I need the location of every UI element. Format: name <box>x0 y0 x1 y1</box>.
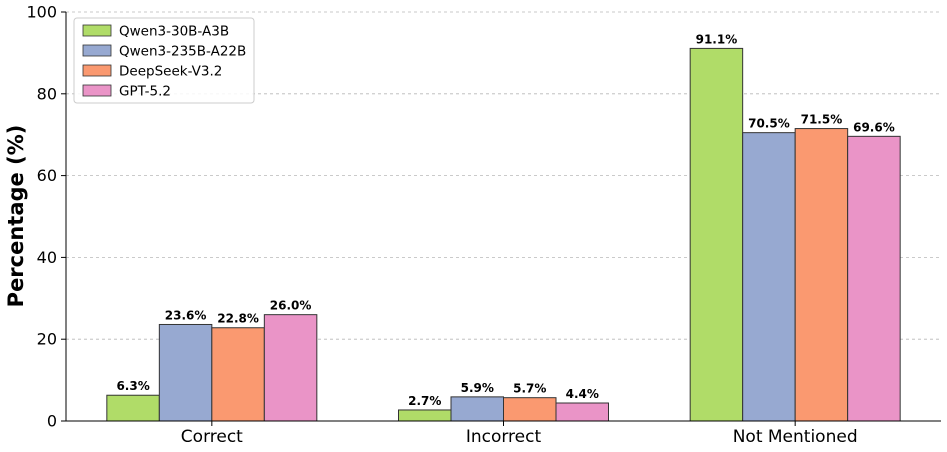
y-tick-label: 80 <box>37 84 57 103</box>
x-tick-label: Correct <box>181 427 243 447</box>
bar <box>794 128 849 422</box>
bars <box>106 47 901 422</box>
y-tick-label: 20 <box>37 330 57 349</box>
data-label: 2.7% <box>408 394 441 408</box>
data-label: 4.4% <box>566 387 599 401</box>
y-axis-ticks: 0 20 40 60 80 100 <box>26 3 66 431</box>
data-label: 70.5% <box>748 117 790 131</box>
legend-label: Qwen3-30B-A3B <box>119 24 229 40</box>
legend-frame <box>73 17 255 104</box>
bar <box>742 132 796 422</box>
bar <box>263 314 318 422</box>
legend-swatch <box>82 64 112 77</box>
legend-label: DeepSeek-V3.2 <box>119 64 222 80</box>
y-axis-title: Percentage (%) <box>4 125 28 308</box>
data-label: 5.7% <box>513 382 546 396</box>
data-label: 22.8% <box>217 312 259 326</box>
y-tick-label: 100 <box>26 3 57 22</box>
y-tick-label: 40 <box>37 248 57 267</box>
bar <box>450 396 504 422</box>
y-tick-label: 60 <box>37 166 57 185</box>
data-labels: 6.3% 23.6% 22.8% 26.0% 2.7% 5.9% 5.7% 4.4% 91.1%… <box>116 32 894 408</box>
bar <box>158 323 213 422</box>
data-label: 5.9% <box>461 381 494 395</box>
bar <box>211 327 265 422</box>
bar <box>503 397 557 422</box>
y-tick-label: 0 <box>47 412 57 431</box>
x-axis-ticks: Correct Incorrect Not Mentioned <box>181 421 858 447</box>
bar <box>555 402 609 422</box>
legend-swatch <box>82 44 112 57</box>
data-label: 26.0% <box>270 299 312 313</box>
data-label: 91.1% <box>696 32 738 46</box>
legend-swatch <box>82 84 112 97</box>
data-label: 69.6% <box>853 120 895 134</box>
x-tick-label: Not Mentioned <box>733 427 858 447</box>
legend-label: GPT-5.2 <box>119 84 171 100</box>
legend-swatch <box>82 24 112 37</box>
legend: Qwen3-30B-A3B Qwen3-235B-A22B DeepSeek-V3.… <box>73 17 255 104</box>
bar <box>106 394 160 422</box>
bar <box>689 47 744 422</box>
bar <box>398 409 452 422</box>
bar <box>847 135 901 422</box>
data-label: 23.6% <box>165 308 207 322</box>
data-label: 6.3% <box>116 379 149 393</box>
legend-label: Qwen3-235B-A22B <box>119 44 246 60</box>
data-label: 71.5% <box>801 113 843 127</box>
x-tick-label: Incorrect <box>466 427 542 447</box>
